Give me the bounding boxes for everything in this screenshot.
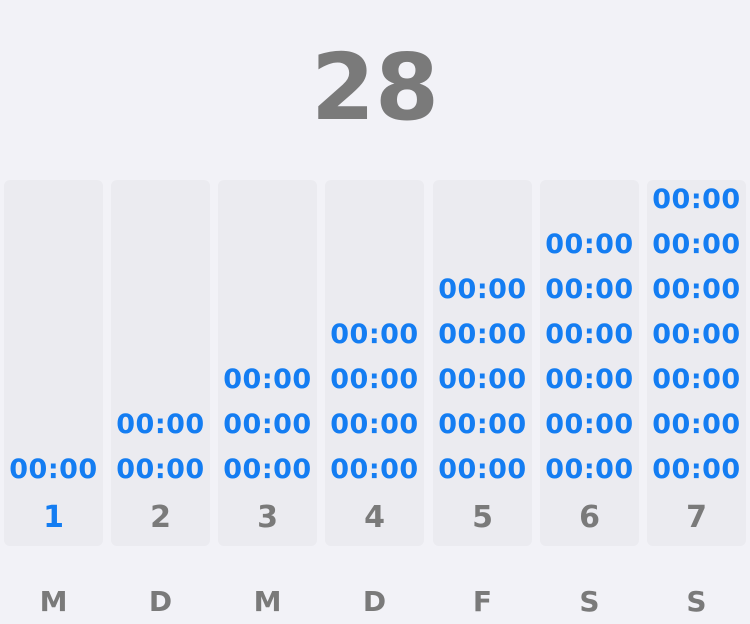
time-entry[interactable]: 00:00 [545,454,634,485]
day-number: 4 [364,500,385,535]
time-list: 00:00 00:00 [111,402,210,492]
time-entry[interactable]: 00:00 [223,454,312,485]
day-column-1[interactable]: 00:00 1 [4,180,103,546]
day-number: 1 [43,500,64,535]
time-list: 00:00 00:00 00:00 00:00 [325,312,424,492]
weekday-label: D [362,585,387,618]
time-entry[interactable]: 00:00 [652,274,741,305]
time-entry[interactable]: 00:00 [545,364,634,395]
time-entry[interactable]: 00:00 [438,409,527,440]
time-list: 00:00 00:00 00:00 00:00 00:00 00:00 [540,222,639,492]
time-entry[interactable]: 00:00 [545,229,634,260]
time-list: 00:00 [4,447,103,492]
day-column-7[interactable]: 00:00 00:00 00:00 00:00 00:00 00:00 00:00 7 [647,180,746,546]
time-entry[interactable]: 00:00 [652,229,741,260]
time-entry[interactable]: 00:00 [330,454,419,485]
time-entry[interactable]: 00:00 [330,364,419,395]
time-entry[interactable]: 00:00 [438,274,527,305]
day-column-3[interactable]: 00:00 00:00 00:00 3 [218,180,317,546]
time-entry[interactable]: 00:00 [116,454,205,485]
time-entry[interactable]: 00:00 [330,409,419,440]
time-entry[interactable]: 00:00 [652,364,741,395]
weekday-label: S [579,585,600,618]
time-entry[interactable]: 00:00 [438,454,527,485]
time-entry[interactable]: 00:00 [223,409,312,440]
weekday-label: M [253,585,282,618]
time-entry[interactable]: 00:00 [652,319,741,350]
day-number: 6 [579,500,600,535]
weekday-label: F [472,585,493,618]
day-column-5[interactable]: 00:00 00:00 00:00 00:00 00:00 5 [433,180,532,546]
time-list: 00:00 00:00 00:00 [218,357,317,492]
weekday-label: M [39,585,68,618]
time-list: 00:00 00:00 00:00 00:00 00:00 00:00 00:00 [647,177,746,492]
time-entry[interactable]: 00:00 [652,409,741,440]
day-column-4[interactable]: 00:00 00:00 00:00 00:00 4 [325,180,424,546]
time-entry[interactable]: 00:00 [438,319,527,350]
total-count: 28 [310,34,440,141]
day-number: 3 [257,500,278,535]
time-entry[interactable]: 00:00 [652,184,741,215]
time-entry[interactable]: 00:00 [438,364,527,395]
time-list: 00:00 00:00 00:00 00:00 00:00 [433,267,532,492]
time-entry[interactable]: 00:00 [545,274,634,305]
time-entry[interactable]: 00:00 [652,454,741,485]
time-entry[interactable]: 00:00 [330,319,419,350]
time-entry[interactable]: 00:00 [116,409,205,440]
time-entry[interactable]: 00:00 [545,319,634,350]
time-entry[interactable]: 00:00 [545,409,634,440]
time-entry[interactable]: 00:00 [9,454,98,485]
weekday-label: S [686,585,707,618]
time-entry[interactable]: 00:00 [223,364,312,395]
day-column-6[interactable]: 00:00 00:00 00:00 00:00 00:00 00:00 6 [540,180,639,546]
day-number: 7 [686,500,707,535]
day-column-2[interactable]: 00:00 00:00 2 [111,180,210,546]
weekday-label: D [148,585,173,618]
day-number: 5 [472,500,493,535]
day-number: 2 [150,500,171,535]
